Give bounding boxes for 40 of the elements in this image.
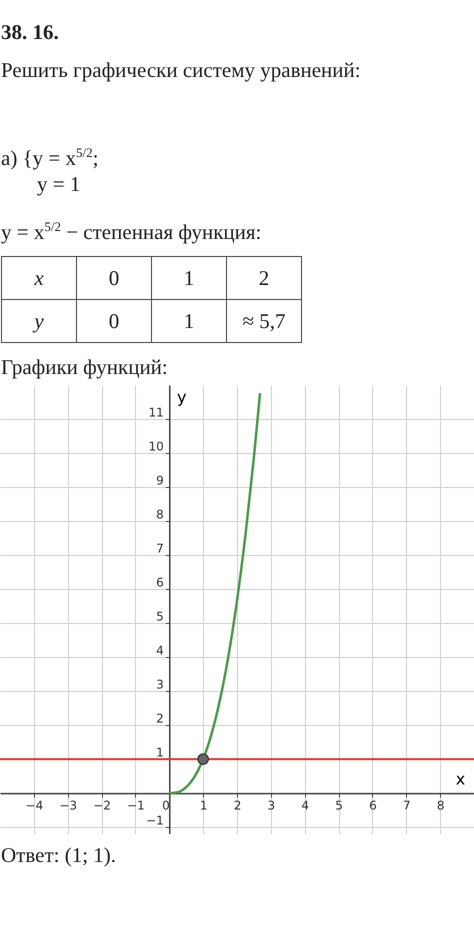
y-tick-label: 5: [156, 610, 164, 624]
text: y: [2, 300, 76, 342]
x-tick-label: 4: [301, 798, 310, 813]
y-tick-label: 7: [156, 542, 164, 556]
y-tick-label: 8: [156, 508, 164, 522]
text: а) {y = x$^{5/2}$;: [1, 145, 98, 171]
x-tick-label: 7: [402, 798, 411, 813]
x-tick-label: −2: [93, 798, 111, 813]
text: y = x$^{5/2}$ − степенная функция:: [1, 219, 262, 245]
y-tick-label: 10: [148, 440, 164, 454]
text: 2: [226, 256, 302, 300]
x-tick-label: 6: [369, 798, 377, 813]
y-tick-label: 1: [156, 746, 164, 760]
x-tick-label: −3: [59, 798, 78, 813]
text: Решить графически систему уравнений:: [1, 58, 361, 83]
text: ≈ 5,7: [226, 300, 302, 342]
text: 0: [76, 256, 152, 300]
y-tick-label: 6: [156, 576, 164, 590]
text: y = 1: [37, 172, 80, 197]
y-tick-label: 3: [156, 678, 164, 692]
text: 0: [76, 300, 152, 342]
y-tick-label: 11: [148, 406, 164, 420]
text: Ответ: (1; 1).: [1, 843, 116, 868]
x-tick-label: 8: [436, 798, 444, 813]
x-axis-title: x: [456, 770, 466, 789]
chart-title: 38. 16.: [1, 20, 59, 45]
y-tick-label: 4: [156, 644, 164, 658]
y-axis-title: y: [177, 388, 187, 406]
x-tick-label: 5: [335, 798, 343, 813]
x-tick-label: 3: [268, 798, 276, 813]
y-tick-label: 2: [156, 712, 164, 726]
y-tick-label: 9: [156, 474, 164, 488]
y-tick-label: −1: [146, 814, 164, 828]
x-tick-label: 0: [162, 798, 170, 813]
x-tick-label: 2: [234, 798, 242, 813]
text: Графики функций:: [1, 355, 168, 380]
text: x: [2, 256, 76, 300]
x-tick-label: −4: [26, 798, 44, 813]
x-tick-label: −1: [127, 798, 145, 813]
x-tick-label: 1: [200, 798, 208, 813]
